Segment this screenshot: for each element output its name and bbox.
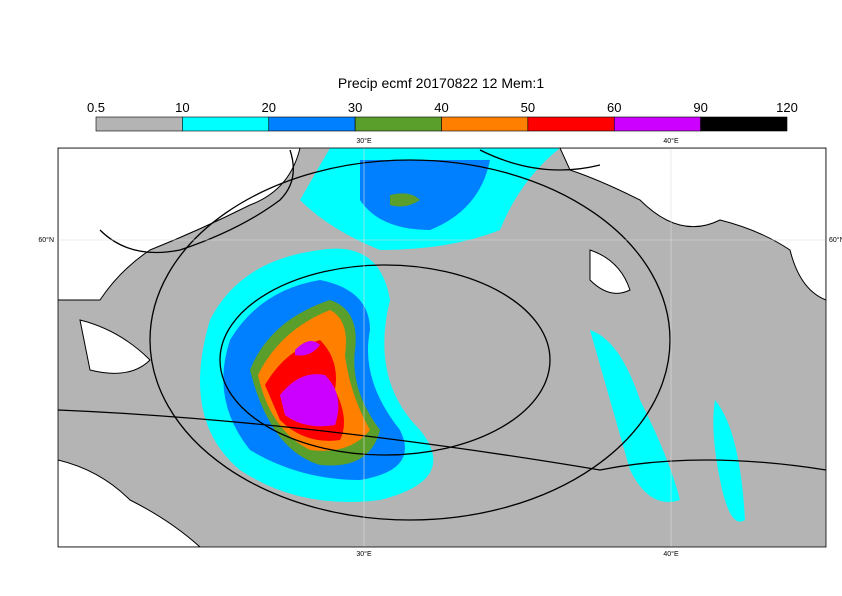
colorbar-segment	[354, 116, 442, 132]
dry-areas	[58, 148, 826, 547]
colorbar-label: 50	[521, 100, 535, 115]
colorbar-label: 30	[348, 100, 362, 115]
precipitation	[200, 148, 745, 522]
contours	[58, 149, 826, 521]
colorbar-label: 120	[776, 100, 798, 115]
lat-label: 60°N	[829, 236, 842, 244]
colorbar-segment	[613, 116, 701, 132]
lat-label: 60°N	[38, 236, 54, 244]
lon-label: 40°E	[663, 550, 679, 558]
colorbar-segment	[268, 116, 356, 132]
title: Precip ecmf 20170822 12 Mem:1	[338, 75, 544, 91]
colorbar-label: 20	[262, 100, 276, 115]
lon-label: 30°E	[356, 137, 372, 145]
colorbar-label: 60	[607, 100, 621, 115]
colorbar: 0.5 10 20 30 40 50 60 90 120	[87, 100, 798, 132]
colorbar-segment	[441, 116, 529, 132]
lon-label: 30°E	[356, 550, 372, 558]
colorbar-segment	[95, 116, 183, 132]
colorbar-segment	[700, 116, 788, 132]
colorbar-label: 90	[693, 100, 707, 115]
colorbar-label: 10	[175, 100, 189, 115]
colorbar-segment	[527, 116, 615, 132]
colorbar-segment	[182, 116, 270, 132]
map	[58, 148, 826, 547]
map-frame	[57, 147, 827, 548]
colorbar-label: 40	[434, 100, 448, 115]
colorbar-label: 0.5	[87, 100, 105, 115]
lon-label: 40°E	[663, 137, 679, 145]
